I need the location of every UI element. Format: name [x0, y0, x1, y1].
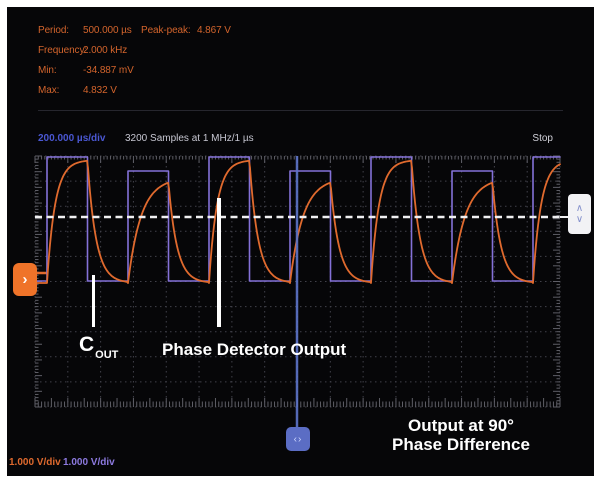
- channel2-scale: 1.000 V/div: [63, 457, 115, 468]
- chevron-down-icon: ∨: [575, 214, 584, 225]
- cout-callout-line: [92, 275, 95, 327]
- phase-detector-label: Phase Detector Output: [162, 340, 347, 359]
- cursor-level-handle[interactable]: ∧ ∨: [568, 194, 591, 234]
- panel-divider: [38, 110, 563, 111]
- phase-detector-callout-line: [217, 198, 221, 327]
- measure-max-label: Max:: [38, 85, 60, 96]
- measure-frequency-label: Frequency:: [38, 45, 88, 56]
- measure-frequency-value: 2.000 kHz: [83, 45, 128, 56]
- measure-min-value: -34.887 mV: [83, 65, 134, 76]
- sample-rate-info: 3200 Samples at 1 MHz/1 µs: [125, 133, 254, 144]
- output-caption: Output at 90° Phase Difference: [365, 416, 557, 454]
- channel1-scale: 1.000 V/div: [9, 457, 61, 468]
- stop-button[interactable]: Stop: [532, 133, 553, 144]
- channel1-position-handle[interactable]: ›: [13, 263, 37, 296]
- measure-min-label: Min:: [38, 65, 57, 76]
- measure-peakpeak-label: Peak-peak:: [141, 25, 191, 36]
- trigger-position-handle[interactable]: ‹›: [286, 427, 310, 451]
- chevron-up-icon: ∧: [575, 203, 584, 214]
- horizontal-move-icon: ‹›: [293, 433, 303, 445]
- oscilloscope-screen: Period: 500.000 µs Peak-peak: 4.867 V Fr…: [7, 7, 594, 476]
- waveform-plot: [29, 155, 568, 428]
- timebase-scale: 200.000 µs/div: [38, 133, 106, 144]
- output-caption-line1: Output at 90°: [408, 416, 514, 435]
- chevron-right-icon: ›: [22, 271, 28, 288]
- measure-period-value: 500.000 µs: [83, 25, 132, 36]
- measure-peakpeak-value: 4.867 V: [197, 25, 231, 36]
- measure-max-value: 4.832 V: [83, 85, 117, 96]
- cout-label: COUT: [79, 333, 119, 362]
- output-caption-line2: Phase Difference: [392, 435, 530, 454]
- measure-period-label: Period:: [38, 25, 69, 36]
